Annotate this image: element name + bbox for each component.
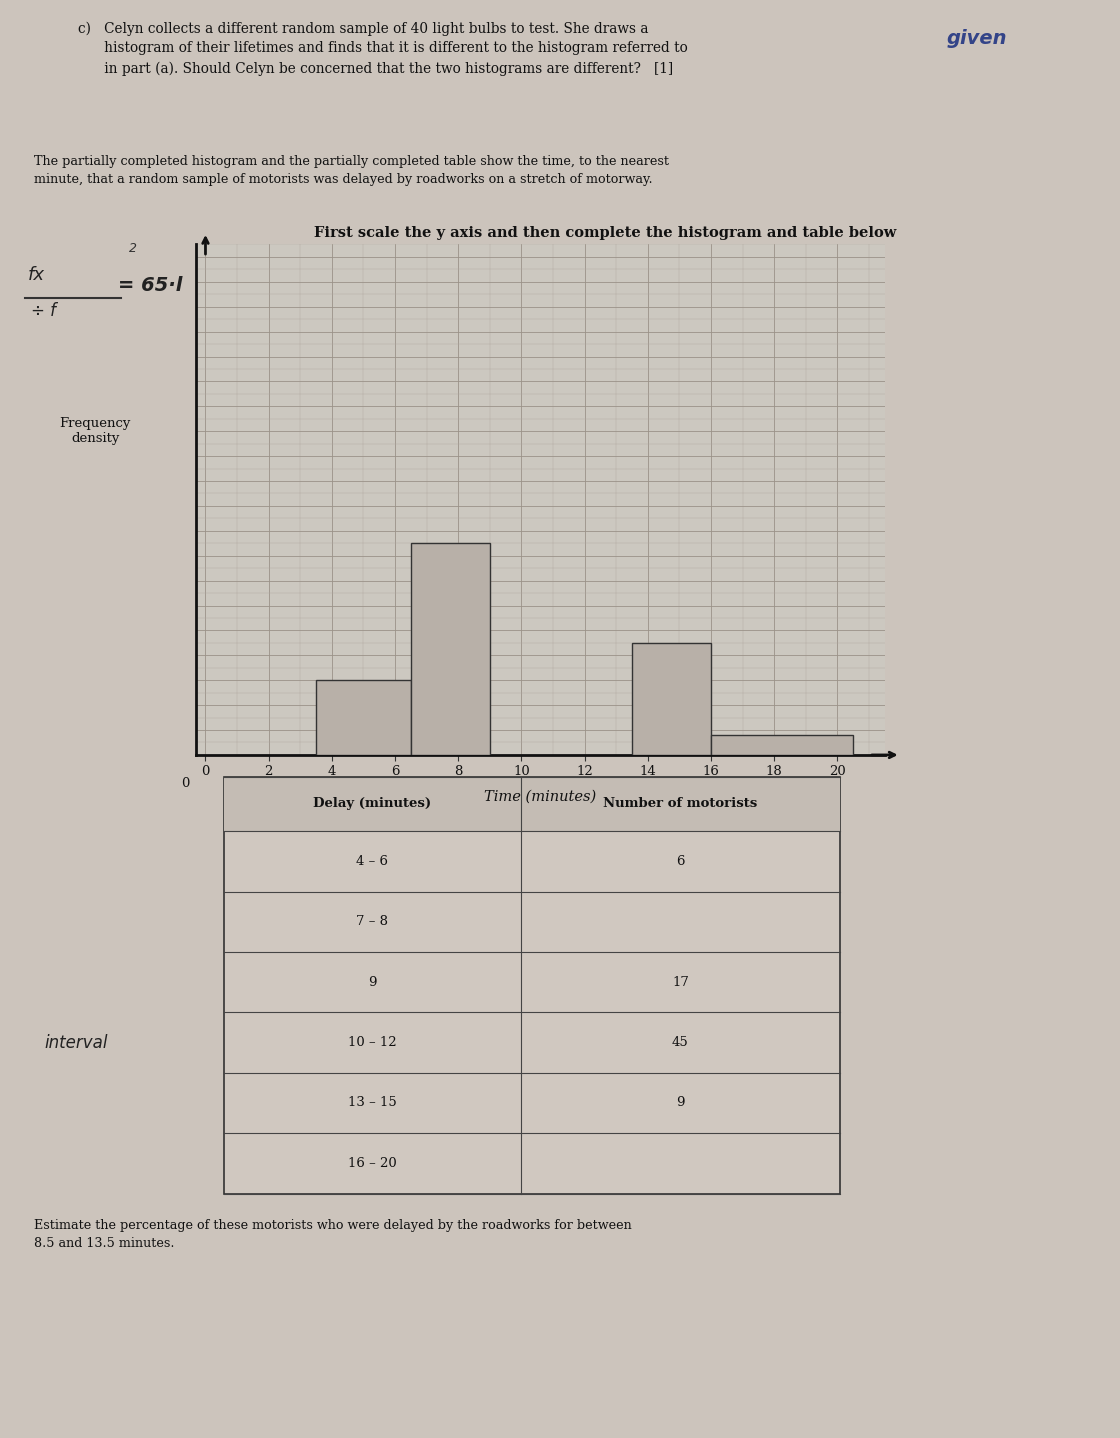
Bar bbox=[632, 643, 711, 755]
Bar bbox=[316, 680, 411, 755]
Text: 7 – 8: 7 – 8 bbox=[356, 915, 389, 929]
Text: 9: 9 bbox=[368, 975, 376, 989]
Text: 4 – 6: 4 – 6 bbox=[356, 854, 389, 869]
Text: The partially completed histogram and the partially completed table show the tim: The partially completed histogram and th… bbox=[34, 155, 669, 187]
Text: interval: interval bbox=[45, 1034, 109, 1051]
Bar bbox=[224, 777, 840, 831]
Text: 2: 2 bbox=[129, 242, 137, 255]
Text: Estimate the percentage of these motorists who were delayed by the roadworks for: Estimate the percentage of these motoris… bbox=[34, 1219, 632, 1251]
Text: 13 – 15: 13 – 15 bbox=[348, 1096, 396, 1110]
Bar bbox=[224, 777, 840, 1194]
Text: given: given bbox=[946, 29, 1007, 47]
Text: Number of motorists: Number of motorists bbox=[604, 797, 757, 811]
Text: Delay (minutes): Delay (minutes) bbox=[314, 797, 431, 811]
Text: ÷ f: ÷ f bbox=[31, 302, 56, 321]
Text: = 65·l: = 65·l bbox=[118, 276, 181, 295]
Text: 6: 6 bbox=[676, 854, 684, 869]
Text: c)   Celyn collects a different random sample of 40 light bulbs to test. She dra: c) Celyn collects a different random sam… bbox=[78, 22, 688, 76]
Text: First scale the y axis and then complete the histogram and table below: First scale the y axis and then complete… bbox=[314, 226, 896, 240]
Text: 10 – 12: 10 – 12 bbox=[348, 1035, 396, 1050]
Text: 17: 17 bbox=[672, 975, 689, 989]
Bar bbox=[411, 544, 489, 755]
Text: 0: 0 bbox=[181, 778, 189, 791]
Bar bbox=[711, 735, 853, 755]
Text: 16 – 20: 16 – 20 bbox=[348, 1156, 396, 1171]
Text: fx: fx bbox=[28, 266, 45, 285]
Text: 9: 9 bbox=[676, 1096, 684, 1110]
Text: 45: 45 bbox=[672, 1035, 689, 1050]
X-axis label: Time (minutes): Time (minutes) bbox=[484, 789, 597, 804]
Text: Frequency
density: Frequency density bbox=[59, 417, 131, 446]
